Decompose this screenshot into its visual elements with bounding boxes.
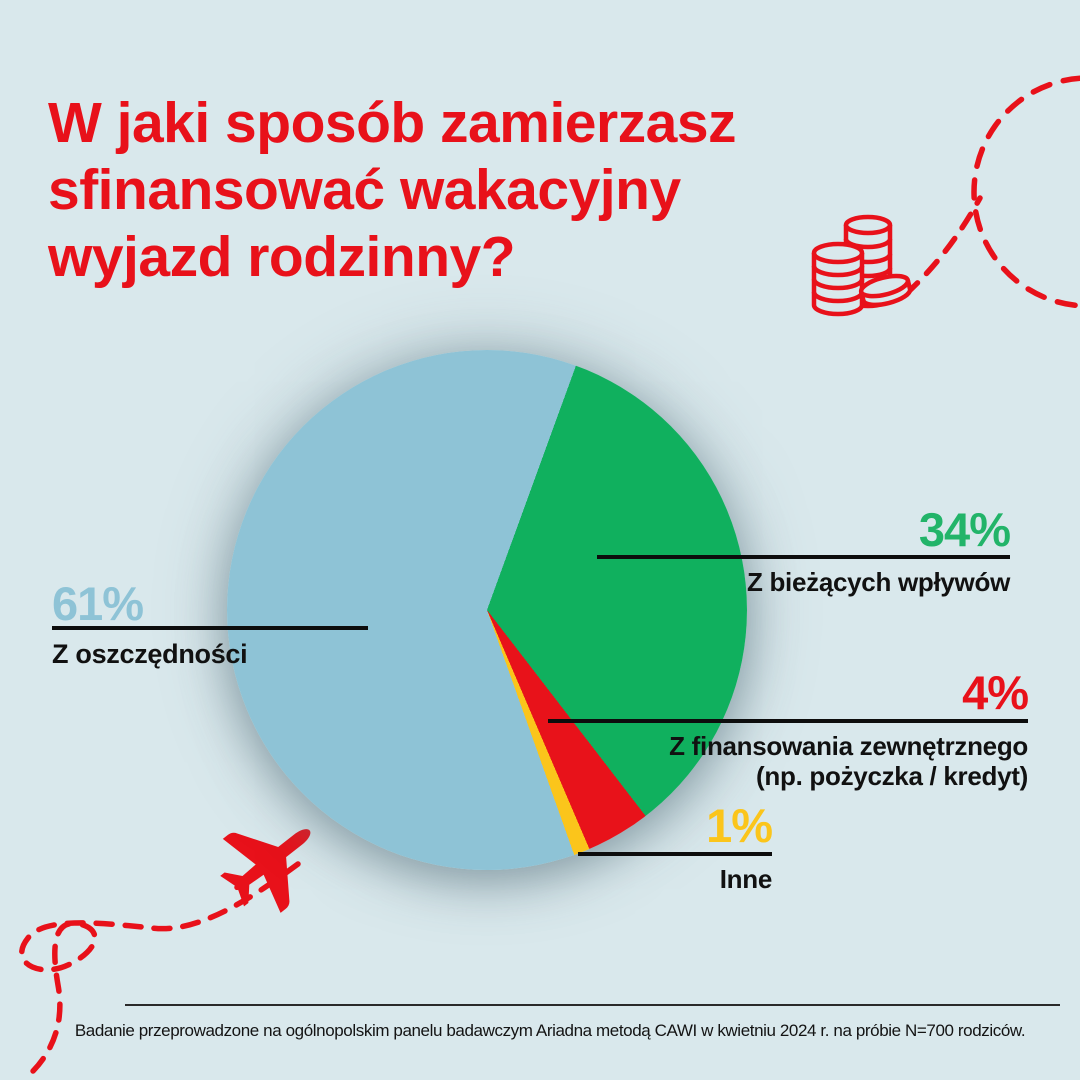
callout-savings-pct: 61%: [52, 577, 144, 630]
leader-line-income: [597, 555, 1010, 559]
page-title-line-2: sfinansować wakacyjny: [48, 158, 681, 223]
dashed-route-trail-bottom-icon: [19, 861, 301, 1079]
income-label: Z bieżących wpływów: [746, 567, 1010, 597]
page-title: W jaki sposób zamierzasz sfinansować wak…: [48, 90, 737, 291]
dashed-route-circle-icon: [971, 75, 1080, 309]
income-percent-value: 34%: [918, 503, 1011, 556]
savings-percent-value: 61%: [52, 577, 144, 630]
external-percent-value: 4%: [962, 666, 1029, 719]
callout-other-label: Inne: [719, 864, 773, 894]
callout-external-label: Z finansowania zewnętrznego (np. pożyczk…: [669, 731, 1028, 791]
dashed-route-trail-top-icon: [903, 195, 983, 297]
callout-savings-label: Z oszczędności: [52, 639, 248, 669]
leader-line-savings: [52, 626, 368, 630]
page-title-line-3: wyjazd rodzinny?: [48, 225, 516, 290]
callout-external-pct: 4%: [962, 666, 1029, 719]
page-title-line-1: W jaki sposób zamierzasz: [48, 91, 737, 156]
footer-divider: [125, 1004, 1060, 1006]
external-label-line-2: (np. pożyczka / kredyt): [756, 761, 1028, 791]
callout-income-label: Z bieżących wpływów: [747, 567, 1010, 597]
callout-other-pct: 1%: [706, 799, 773, 852]
other-label: Inne: [719, 864, 773, 894]
savings-label: Z oszczędności: [52, 639, 248, 669]
leader-line-other: [578, 852, 772, 856]
leader-line-external: [548, 719, 1028, 723]
pie-chart: [227, 350, 747, 870]
coins-icon: [811, 214, 913, 317]
footer-note: Badanie przeprowadzone na ogólnopolskim …: [74, 1021, 1026, 1040]
external-label-line-1: Z finansowania zewnętrznego: [669, 731, 1028, 761]
callout-income-pct: 34%: [918, 503, 1011, 556]
airplane-icon: [220, 829, 311, 913]
other-percent-value: 1%: [706, 799, 773, 852]
